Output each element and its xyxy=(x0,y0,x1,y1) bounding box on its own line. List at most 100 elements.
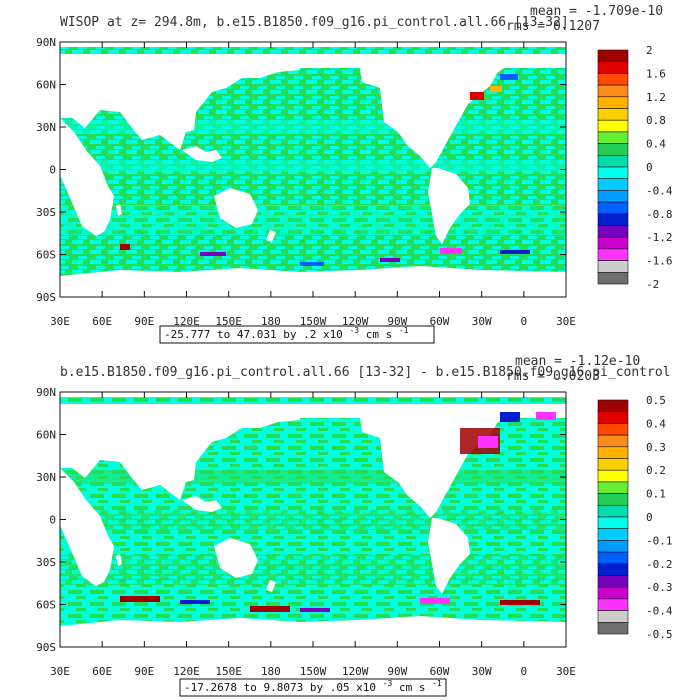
y-tick-label: 90N xyxy=(36,36,56,49)
x-tick-label: 150W xyxy=(300,665,327,678)
panel-1-map xyxy=(59,41,567,298)
y-tick-label: 60S xyxy=(36,249,56,262)
x-tick-label: 120E xyxy=(173,315,200,328)
svg-text:-17.2678 to 9.8073 by .05 x10: -17.2678 to 9.8073 by .05 x10 -3 cm s -1 xyxy=(184,676,442,694)
colorbar-swatch xyxy=(597,563,629,576)
panel-1: WISOP at z= 294.8m, b.e15.B1850.f09_g16.… xyxy=(36,4,673,344)
colorbar-swatch xyxy=(597,155,629,168)
panel-1-range-label: -25.777 to 47.031 by .2 x10 xyxy=(164,328,343,341)
y-tick-label: 0 xyxy=(49,164,56,177)
colorbar-swatch xyxy=(597,469,629,483)
panel-1-title: WISOP at z= 294.8m, b.e15.B1850.f09_g16.… xyxy=(60,15,569,30)
colorbar-label: 0.4 xyxy=(646,417,666,430)
panel-1-rms: rms = 0.1207 xyxy=(506,19,600,34)
panel-1-range-units: cm s xyxy=(366,328,393,341)
colorbar-swatch xyxy=(597,446,629,459)
colorbar-swatch xyxy=(597,61,629,74)
y-tick-label: 30S xyxy=(36,206,56,219)
colorbar-swatch xyxy=(597,178,629,191)
x-tick-label: 60E xyxy=(92,665,112,678)
colorbar-swatch xyxy=(597,260,629,273)
colorbar-swatch xyxy=(597,236,629,250)
colorbar-swatch xyxy=(597,434,629,448)
x-tick-label: 90E xyxy=(134,315,154,328)
panel-1-band xyxy=(60,160,566,172)
colorbar-label: -0.1 xyxy=(646,534,673,547)
colorbar-swatch xyxy=(597,481,629,494)
panel-2-range-units-exp: -1 xyxy=(432,679,442,688)
x-tick-label: 120W xyxy=(342,315,369,328)
colorbar-label: -1.6 xyxy=(646,255,673,268)
x-tick-label: 30E xyxy=(50,315,70,328)
colorbar-label: 0 xyxy=(646,511,653,524)
colorbar-swatch xyxy=(597,423,629,436)
x-tick-label: 120W xyxy=(342,665,369,678)
panel-2-x-axis: 30E 60E 90E 120E 150E 180 150W 120W 90W 60W 30W 0 30… xyxy=(50,392,576,678)
colorbar-label: 0.4 xyxy=(646,138,666,151)
panel-2-colorbar: 0.5 0.4 0.3 0.2 0.1 0 -0.1 -0.2 -0.3 -0.4 -0.5 xyxy=(597,394,673,641)
colorbar-label: 0.8 xyxy=(646,114,666,127)
colorbar-label: 1.6 xyxy=(646,67,666,80)
y-tick-label: 0 xyxy=(49,514,56,527)
panel-2-y-axis: 90N 60N 30N 0 30S 60S 90S xyxy=(36,386,566,654)
colorbar-swatch xyxy=(597,458,629,471)
colorbar-swatch xyxy=(597,73,629,86)
colorbar-label: 0 xyxy=(646,161,653,174)
colorbar-label: -0.5 xyxy=(646,628,673,641)
x-tick-label: 30E xyxy=(556,665,576,678)
colorbar-label: 0.5 xyxy=(646,394,666,407)
panel-2-band xyxy=(60,510,566,530)
colorbar-swatch xyxy=(597,201,629,215)
panel-1-mean: mean = -1.709e-10 xyxy=(530,4,663,19)
colorbar-swatch xyxy=(597,621,629,635)
y-tick-label: 90S xyxy=(36,291,56,304)
colorbar-label: -1.2 xyxy=(646,231,673,244)
colorbar-swatch xyxy=(597,131,629,144)
y-tick-label: 90N xyxy=(36,386,56,399)
panel-1-band xyxy=(60,205,566,235)
colorbar-swatch xyxy=(597,119,629,133)
colorbar-label: 0.2 xyxy=(646,464,666,477)
x-tick-label: 30E xyxy=(50,665,70,678)
y-tick-label: 30N xyxy=(36,121,56,134)
svg-text:-25.777 to 47.031 by .2 x10: -25.777 to 47.031 by .2 x10 -3 cm s -1 xyxy=(164,323,409,341)
y-tick-label: 30S xyxy=(36,556,56,569)
colorbar-label: -0.4 xyxy=(646,605,673,618)
panel-1-range-units-exp: -1 xyxy=(399,326,409,335)
panel-2-range-label: -17.2678 to 9.8073 by .05 x10 xyxy=(184,681,376,694)
panel-1-colorbar: 2 1.6 1.2 0.8 0.4 0 -0.4 -0.8 -1.2 -1.6 -2 xyxy=(597,44,673,291)
colorbar-label: -2 xyxy=(646,278,659,291)
colorbar-swatch xyxy=(597,49,629,62)
colorbar-swatch xyxy=(597,516,629,529)
colorbar-swatch xyxy=(597,528,629,541)
colorbar-swatch xyxy=(597,610,629,623)
panel-2-range-units: cm s xyxy=(399,681,426,694)
colorbar-swatch xyxy=(597,190,629,203)
colorbar-label: 1.2 xyxy=(646,91,666,104)
colorbar-swatch xyxy=(597,493,629,506)
colorbar-swatch xyxy=(597,399,629,412)
x-tick-label: 60W xyxy=(430,315,450,328)
panel-1-x-axis: 30E 60E 90E 120E 150E 180 150W 120W 90W 60W 30W 0 30… xyxy=(50,42,576,328)
colorbar-swatch xyxy=(597,248,629,261)
colorbar-swatch xyxy=(597,96,629,109)
x-tick-label: 180 xyxy=(261,315,281,328)
colorbar-label: -0.4 xyxy=(646,184,673,197)
y-tick-label: 90S xyxy=(36,641,56,654)
panel-2-range-box: -17.2678 to 9.8073 by .05 x10 -3 cm s -1 xyxy=(179,676,447,697)
x-tick-label: 150E xyxy=(215,665,242,678)
x-tick-label: 30E xyxy=(556,315,576,328)
panel-2-map xyxy=(59,391,567,648)
y-tick-label: 60S xyxy=(36,599,56,612)
x-tick-label: 120E xyxy=(173,665,200,678)
x-tick-label: 180 xyxy=(261,665,281,678)
colorbar-swatch xyxy=(597,411,629,424)
colorbar-swatch xyxy=(597,166,629,179)
panel-2-noise xyxy=(120,412,556,612)
panel-1-noise xyxy=(120,74,530,266)
colorbar-swatch xyxy=(597,598,629,611)
colorbar-swatch xyxy=(597,586,629,600)
y-tick-label: 60N xyxy=(36,79,56,92)
x-tick-label: 150E xyxy=(215,315,242,328)
